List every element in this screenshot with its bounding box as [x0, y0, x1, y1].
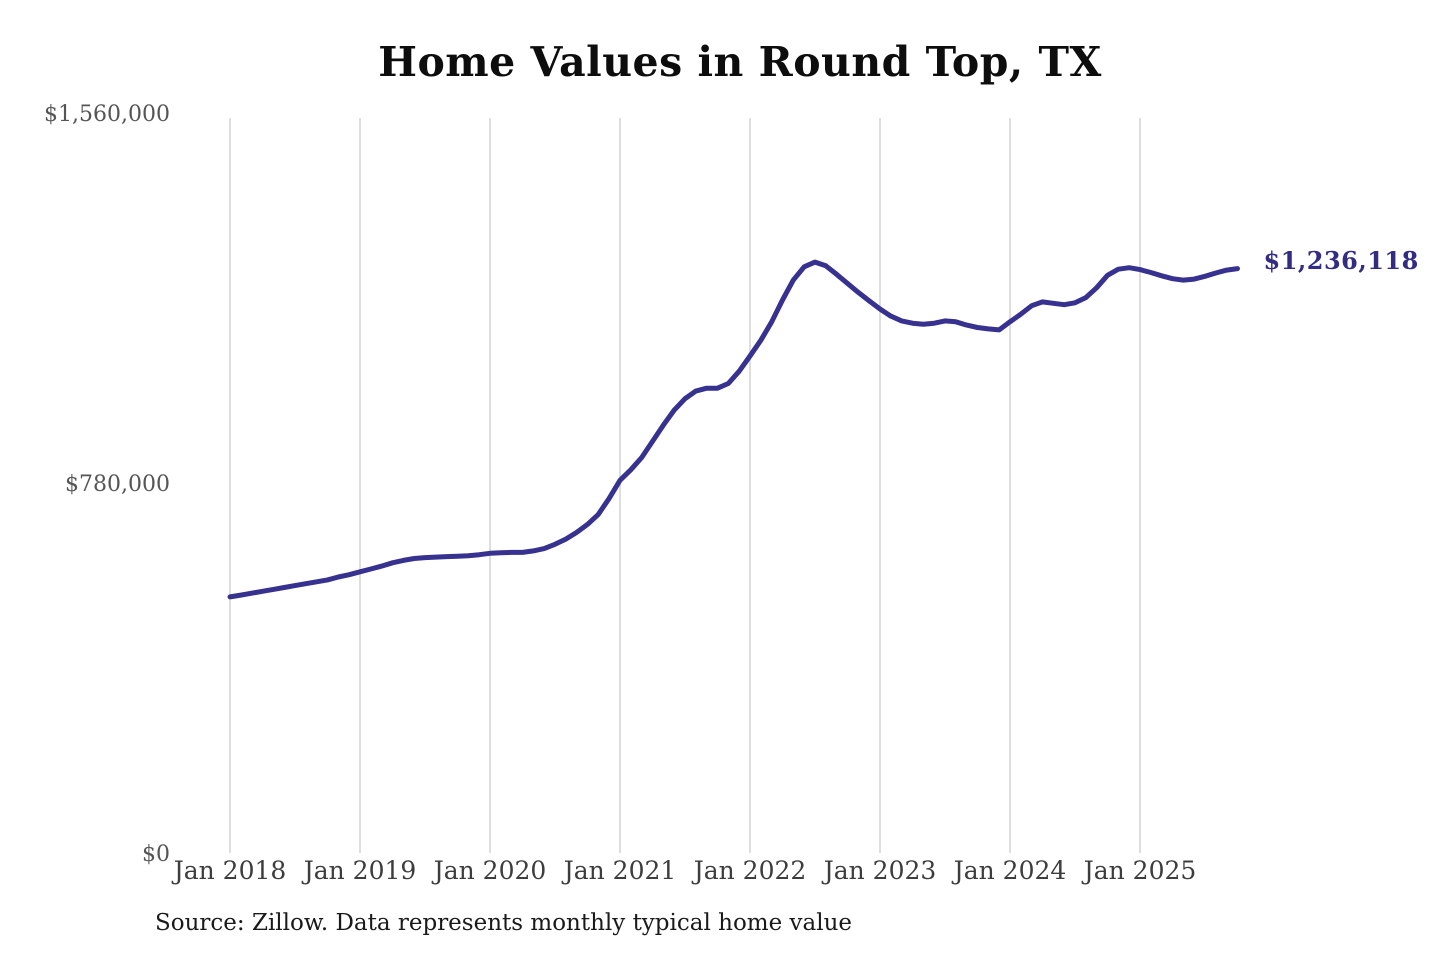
x-tick-label: Jan 2020	[433, 856, 547, 885]
x-tick-label: Jan 2021	[563, 856, 677, 885]
x-tick-label: Jan 2019	[303, 856, 417, 885]
x-tick-label: Jan 2023	[823, 856, 937, 885]
x-tick-label: Jan 2024	[953, 856, 1067, 885]
y-tick-label: $1,560,000	[44, 102, 170, 127]
x-tick-label: Jan 2018	[173, 856, 287, 885]
chart-title: Home Values in Round Top, TX	[378, 38, 1102, 86]
latest-value-label: $1,236,118	[1263, 245, 1419, 275]
y-tick-label: $780,000	[65, 472, 170, 497]
home-value-line	[227, 259, 1240, 600]
source-note: Source: Zillow. Data represents monthly …	[155, 910, 853, 936]
x-tick-label: Jan 2022	[693, 856, 807, 885]
x-tick-label: Jan 2025	[1083, 856, 1197, 885]
y-tick-label: $0	[142, 842, 170, 867]
